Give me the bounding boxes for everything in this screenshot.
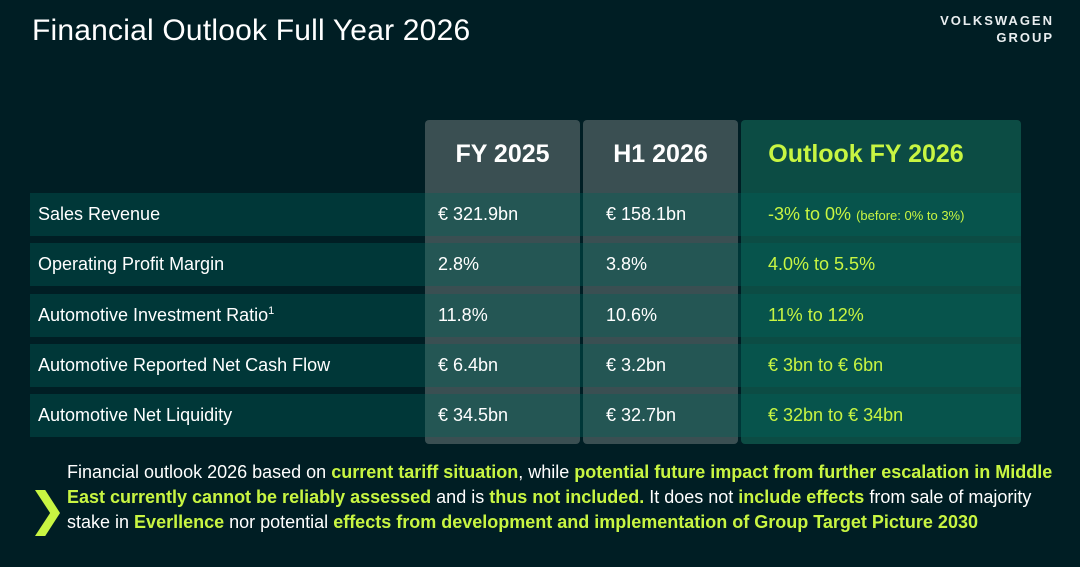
table-row: Automotive Reported Net Cash Flow € 6.4bn…: [30, 343, 1021, 387]
page-title: Financial Outlook Full Year 2026: [32, 14, 471, 47]
outlook-value: € 32bn to € 34bn: [768, 405, 904, 426]
outlook-footnote: Financial outlook 2026 based on current …: [67, 460, 1057, 535]
footnote-highlight: effects from development and implementat…: [333, 512, 978, 532]
cell-h12026: 3.8%: [606, 254, 648, 275]
cell-fy2025: € 6.4bn: [438, 354, 499, 375]
row-label-text: Automotive Net Liquidity: [38, 405, 233, 426]
table-row: Sales Revenue € 321.9bn € 158.1bn -3% to 0%…: [30, 193, 1021, 236]
footnote-text: nor potential: [224, 512, 334, 532]
outlook-value: € 3bn to € 6bn: [768, 354, 884, 375]
footnote-text: It does not: [644, 487, 739, 507]
outlook-value: 4.0% to 5.5%: [768, 254, 876, 275]
cell-fy2025: € 34.5bn: [438, 405, 509, 426]
logo-line-1: VOLKSWAGEN: [940, 13, 1054, 28]
footnote-text: , while: [518, 462, 575, 482]
outlook-value: 11% to 12%: [768, 304, 864, 325]
column-h12026-background: [583, 120, 738, 444]
cell-outlook: € 32bn to € 34bn: [768, 394, 903, 437]
cell-h12026: € 3.2bn: [606, 354, 667, 375]
row-label-text: Automotive Reported Net Cash Flow: [38, 354, 331, 375]
table-row: Operating Profit Margin 2.8% 3.8% 4.0% to 5…: [30, 243, 1021, 287]
volkswagen-group-logo: VOLKSWAGEN GROUP: [940, 12, 1054, 46]
footnote-highlight: Everllence: [134, 512, 225, 532]
cell-fy2025: 2.8%: [438, 254, 480, 275]
cell-h12026: € 158.1bn: [606, 204, 687, 224]
cell-h12026: € 32.7bn: [606, 405, 677, 426]
footnote-marker: 1: [268, 304, 275, 317]
logo-line-2: GROUP: [996, 30, 1054, 45]
row-label: Operating Profit Margin: [38, 243, 224, 286]
outlook-note: (before: 0% to 3%): [856, 208, 965, 223]
column-outlook-background: [741, 120, 1021, 444]
footnote-highlight: potential future impact from further esc…: [67, 462, 1053, 507]
footnote-highlight: include effects: [738, 487, 865, 507]
footnote-text: from sale of majority stake in: [67, 487, 1032, 532]
cell-outlook: 4.0% to 5.5%: [768, 243, 875, 286]
column-header-fy2025: FY 2025: [455, 140, 550, 168]
chevron-right-icon: ❯: [28, 483, 67, 535]
row-label: Automotive Reported Net Cash Flow: [38, 344, 330, 387]
cell-outlook: -3% to 0% (before: 0% to 3%): [768, 193, 964, 236]
footnote-highlight: thus not included.: [489, 487, 645, 507]
column-header-h12026: H1 2026: [613, 140, 708, 168]
column-header-outlook: Outlook FY 2026: [768, 140, 964, 168]
cell-h12026: 10.6%: [606, 304, 658, 325]
footnote-highlight: current tariff situation: [331, 462, 519, 482]
column-fy2025-background: [425, 120, 580, 444]
cell-fy2025: € 321.9bn: [438, 204, 519, 224]
row-label-text: Automotive Investment Ratio: [38, 304, 269, 325]
row-label: Sales Revenue: [38, 193, 160, 236]
table-row: Automotive Net Liquidity € 34.5bn € 32.7bn…: [30, 394, 1021, 438]
row-label: Automotive Net Liquidity: [38, 394, 232, 437]
row-label-text: Operating Profit Margin: [38, 254, 225, 275]
row-label-text: Sales Revenue: [38, 204, 161, 224]
footnote-text: and is: [431, 487, 490, 507]
cell-fy2025: 11.8%: [438, 304, 488, 325]
cell-outlook: € 3bn to € 6bn: [768, 344, 883, 387]
outlook-value: -3% to 0%: [768, 204, 852, 224]
cell-outlook: 11% to 12%: [768, 294, 864, 337]
table-row: Automotive Investment Ratio1 11.8% 10.6% 11…: [30, 293, 1021, 337]
footnote-text: Financial outlook 2026 based on: [67, 462, 332, 482]
row-label: Automotive Investment Ratio1: [38, 294, 274, 337]
